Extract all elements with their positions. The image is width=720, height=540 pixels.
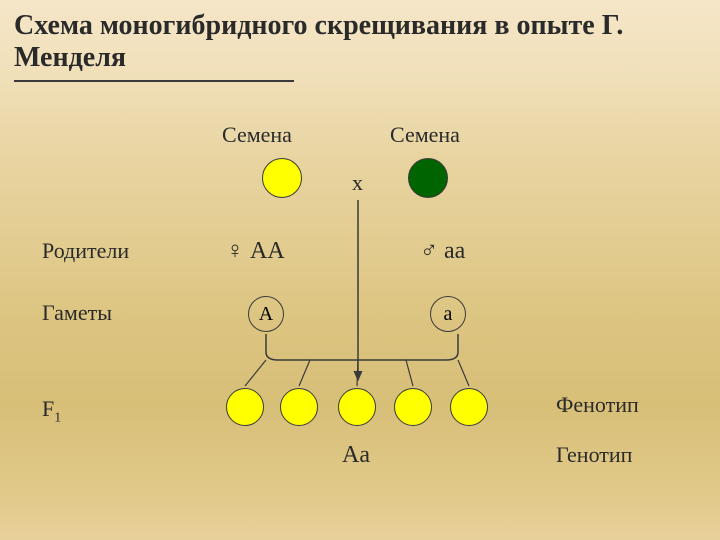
f1-sub: 1: [54, 410, 61, 425]
offspring-circle-3: [338, 388, 376, 426]
offspring-circle-4: [394, 388, 432, 426]
phenotype-label: Фенотип: [556, 392, 639, 418]
genotype-label: Генотип: [556, 442, 632, 468]
offspring-circle-1: [226, 388, 264, 426]
f1-genotype-value: Aa: [342, 442, 370, 469]
seed-label-left: Семена: [222, 122, 292, 148]
offspring-circle-5: [450, 388, 488, 426]
row-label-parents: Родители: [42, 238, 129, 264]
seed-label-right: Семена: [390, 122, 460, 148]
gamete-circle-right: a: [430, 296, 466, 332]
gamete-circle-left: A: [248, 296, 284, 332]
title-underline: [14, 80, 294, 82]
parent-genotype-right: ♂ аа: [420, 238, 465, 265]
row-label-gametes: Гаметы: [42, 300, 112, 326]
f1-letter: F: [42, 396, 54, 421]
row-label-f1: F1: [42, 396, 61, 426]
seed-circle-green: [408, 158, 448, 198]
offspring-circle-2: [280, 388, 318, 426]
cross-symbol: x: [352, 170, 363, 196]
seed-circle-yellow: [262, 158, 302, 198]
diagram-title: Схема моногибридного скрещивания в опыте…: [14, 10, 706, 74]
parent-genotype-left: ♀ АА: [226, 238, 285, 265]
